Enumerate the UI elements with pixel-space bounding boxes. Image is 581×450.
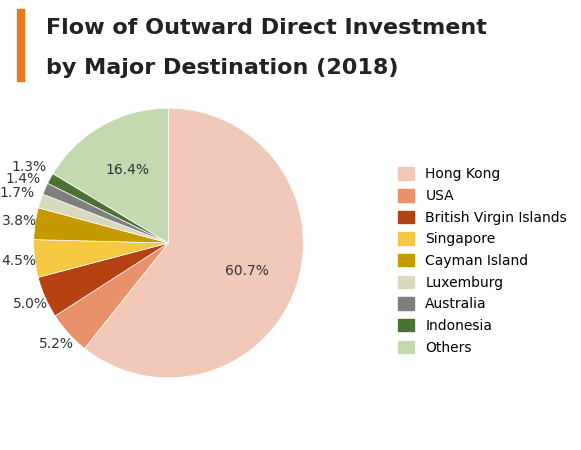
Wedge shape <box>43 183 168 243</box>
Text: 1.3%: 1.3% <box>11 160 46 174</box>
Text: 4.5%: 4.5% <box>1 253 36 267</box>
Text: 60.7%: 60.7% <box>225 264 270 278</box>
Text: Flow of Outward Direct Investment: Flow of Outward Direct Investment <box>46 18 487 38</box>
Wedge shape <box>34 208 168 243</box>
Wedge shape <box>53 108 168 243</box>
Text: by Major Destination (2018): by Major Destination (2018) <box>46 58 399 78</box>
Wedge shape <box>38 194 168 243</box>
Text: 5.0%: 5.0% <box>13 297 48 311</box>
Wedge shape <box>34 239 168 277</box>
Wedge shape <box>55 243 168 348</box>
Text: 1.4%: 1.4% <box>5 172 41 186</box>
Wedge shape <box>38 243 168 316</box>
Text: 16.4%: 16.4% <box>105 163 149 177</box>
Legend: Hong Kong, USA, British Virgin Islands, Singapore, Cayman Island, Luxemburg, Aus: Hong Kong, USA, British Virgin Islands, … <box>390 161 574 361</box>
Wedge shape <box>85 108 303 378</box>
Text: 1.7%: 1.7% <box>0 186 35 200</box>
Text: 5.2%: 5.2% <box>39 337 74 351</box>
Text: 3.8%: 3.8% <box>2 214 37 228</box>
Wedge shape <box>48 174 168 243</box>
